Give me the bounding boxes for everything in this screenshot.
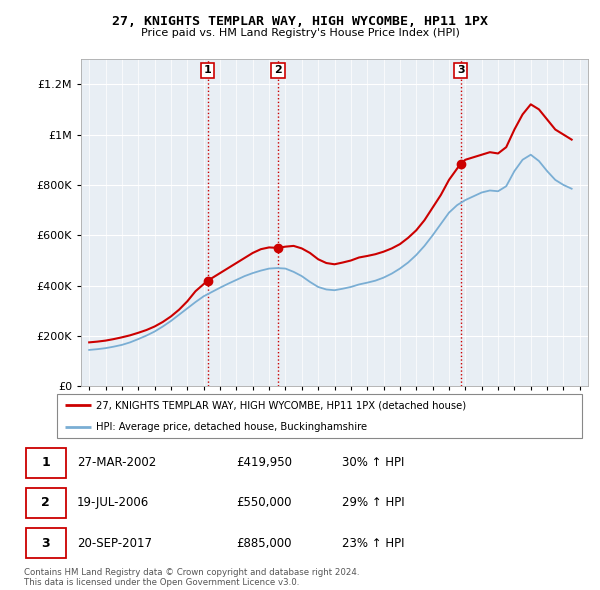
Text: 1: 1 xyxy=(204,65,211,76)
Text: This data is licensed under the Open Government Licence v3.0.: This data is licensed under the Open Gov… xyxy=(24,578,299,586)
Text: 27, KNIGHTS TEMPLAR WAY, HIGH WYCOMBE, HP11 1PX (detached house): 27, KNIGHTS TEMPLAR WAY, HIGH WYCOMBE, H… xyxy=(97,401,467,411)
FancyBboxPatch shape xyxy=(26,448,66,478)
Text: £885,000: £885,000 xyxy=(236,537,292,550)
Text: 29% ↑ HPI: 29% ↑ HPI xyxy=(342,496,404,510)
Text: 20-SEP-2017: 20-SEP-2017 xyxy=(77,537,152,550)
Text: 30% ↑ HPI: 30% ↑ HPI xyxy=(342,456,404,469)
Text: HPI: Average price, detached house, Buckinghamshire: HPI: Average price, detached house, Buck… xyxy=(97,422,367,432)
Text: 27, KNIGHTS TEMPLAR WAY, HIGH WYCOMBE, HP11 1PX: 27, KNIGHTS TEMPLAR WAY, HIGH WYCOMBE, H… xyxy=(112,15,488,28)
Text: £419,950: £419,950 xyxy=(236,456,292,469)
FancyBboxPatch shape xyxy=(26,488,66,518)
FancyBboxPatch shape xyxy=(26,528,66,558)
Text: 1: 1 xyxy=(41,456,50,469)
FancyBboxPatch shape xyxy=(57,394,582,438)
Text: 3: 3 xyxy=(457,65,464,76)
Text: 19-JUL-2006: 19-JUL-2006 xyxy=(77,496,149,510)
Text: 2: 2 xyxy=(41,496,50,510)
Text: 23% ↑ HPI: 23% ↑ HPI xyxy=(342,537,404,550)
Text: Contains HM Land Registry data © Crown copyright and database right 2024.: Contains HM Land Registry data © Crown c… xyxy=(24,568,359,576)
Text: 27-MAR-2002: 27-MAR-2002 xyxy=(77,456,156,469)
Text: Price paid vs. HM Land Registry's House Price Index (HPI): Price paid vs. HM Land Registry's House … xyxy=(140,28,460,38)
Text: 3: 3 xyxy=(41,537,50,550)
Text: £550,000: £550,000 xyxy=(236,496,292,510)
Text: 2: 2 xyxy=(274,65,282,76)
